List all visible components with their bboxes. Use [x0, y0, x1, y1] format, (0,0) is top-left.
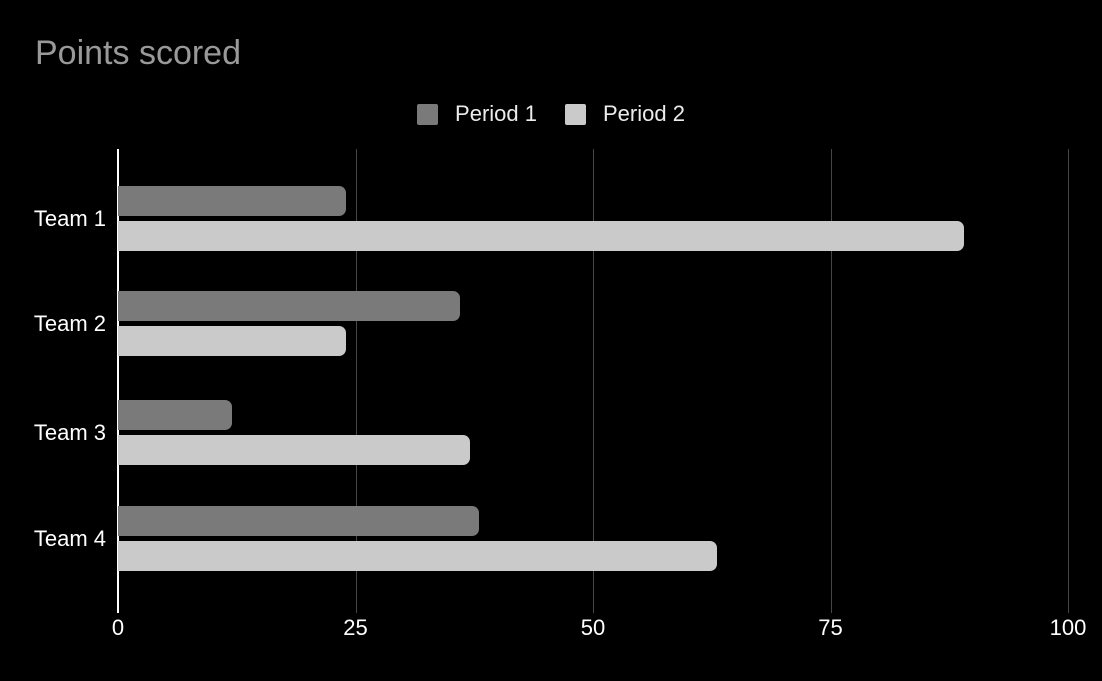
- bar-period-2-team-1[interactable]: [118, 221, 964, 251]
- gridline: [593, 149, 594, 613]
- bar-period-2-team-4[interactable]: [118, 541, 717, 571]
- plot-area: 0 25 50 75 100 Team 1 Team 2 Team 3 Team 4: [34, 149, 1086, 640]
- bar-group-team-3: Team 3: [34, 400, 1068, 465]
- baseline: [117, 149, 119, 613]
- legend-item-period-1: Period 1: [417, 101, 537, 127]
- bar-group-team-4: Team 4: [34, 506, 1068, 571]
- x-tick-label-0: 0: [111, 615, 125, 640]
- bar-group-team-2: Team 2: [34, 291, 1068, 356]
- category-label-team-2: Team 2: [33, 310, 106, 336]
- bar-period-2-team-2[interactable]: [118, 326, 346, 356]
- legend-swatch-period-2-icon: [565, 103, 586, 125]
- gridline: [1068, 149, 1069, 613]
- category-label-team-1: Team 1: [33, 205, 106, 231]
- chart-title: Points scored: [35, 34, 241, 72]
- bar-period-1-team-2[interactable]: [118, 291, 460, 321]
- bar-period-1-team-1[interactable]: [118, 186, 346, 216]
- legend: Period 1 Period 2: [0, 101, 1102, 127]
- legend-label-period-2: Period 2: [603, 101, 685, 126]
- category-label-team-3: Team 3: [33, 419, 106, 445]
- category-label-team-4: Team 4: [33, 525, 106, 551]
- x-tick-label-75: 75: [818, 615, 843, 640]
- bar-period-2-team-3[interactable]: [118, 435, 470, 465]
- legend-item-period-2: Period 2: [565, 101, 685, 127]
- legend-label-period-1: Period 1: [455, 101, 537, 126]
- x-tick-label-100: 100: [1049, 615, 1087, 640]
- gridline: [830, 149, 832, 613]
- legend-swatch-period-1-icon: [417, 103, 439, 125]
- bar-period-1-team-3[interactable]: [118, 400, 232, 430]
- x-tick-label-25: 25: [343, 615, 368, 640]
- bar-group-team-1: Team 1: [34, 186, 1068, 251]
- bar-period-1-team-4[interactable]: [118, 506, 479, 536]
- x-tick-label-50: 50: [580, 615, 606, 640]
- gridline: [355, 149, 357, 613]
